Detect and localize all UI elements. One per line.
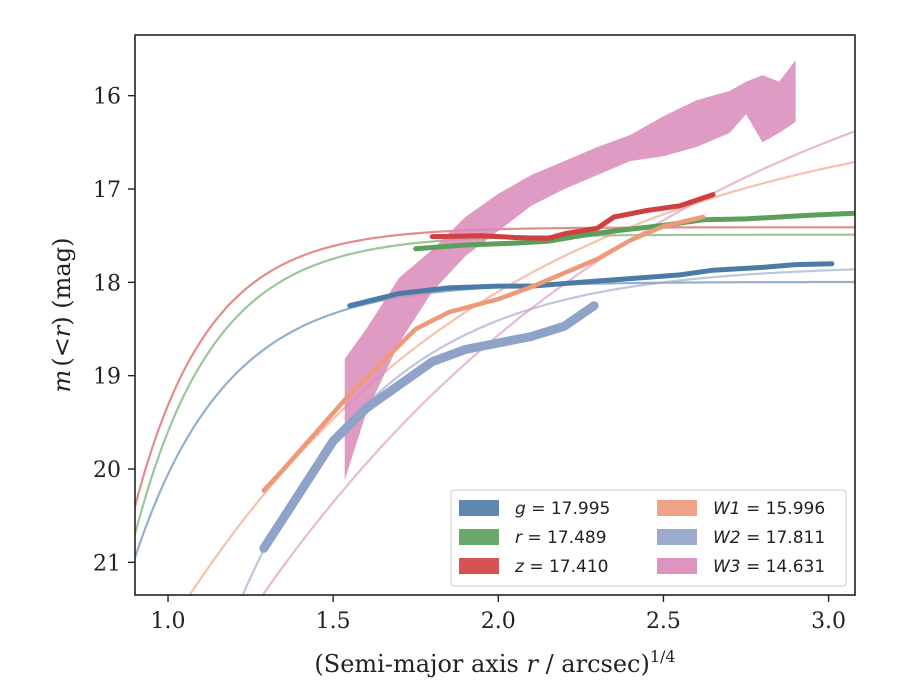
legend-swatch-r xyxy=(459,529,499,545)
y-tick-label: 20 xyxy=(93,458,121,483)
series-line-g xyxy=(347,261,835,309)
x-tick-label: 2.5 xyxy=(646,609,681,634)
series-line-W1 xyxy=(261,214,706,493)
model-curve-sersic_w3 xyxy=(261,130,855,595)
y-tick-label: 21 xyxy=(93,551,121,576)
x-tick-label: 3.0 xyxy=(811,609,846,634)
data-bands xyxy=(344,60,796,481)
legend-swatch-W3 xyxy=(657,558,697,574)
model-curve-sersic_r xyxy=(135,233,855,535)
legend-label-z: z = 17.410 xyxy=(514,557,608,577)
plot-frame xyxy=(134,34,856,596)
legend-swatch-g xyxy=(459,500,499,516)
x-tick-label: 1.5 xyxy=(316,609,351,634)
legend-label-W1: W1 = 15.996 xyxy=(713,499,825,519)
y-axis-ticks: 16 17 18 19 20 21 xyxy=(93,85,135,576)
legend-box xyxy=(450,489,847,587)
y-tick-label: 19 xyxy=(93,365,121,390)
legend-label-W3: W3 = 14.631 xyxy=(713,557,825,577)
series-line-z xyxy=(429,192,716,241)
y-tick-label: 17 xyxy=(93,178,121,203)
legend-swatch-W2 xyxy=(657,529,697,545)
legend-swatch-z xyxy=(459,558,499,574)
data-lines xyxy=(259,192,855,553)
legend-label-W2: W2 = 17.811 xyxy=(713,528,825,548)
y-tick-label: 18 xyxy=(93,271,121,296)
legend: g = 17.995 r = 17.489 z = 17.410 W1 = 15.99… xyxy=(450,489,847,587)
legend-label-r: r = 17.489 xyxy=(515,528,607,548)
y-tick-label: 16 xyxy=(93,85,121,110)
x-tick-label: 1.0 xyxy=(151,609,186,634)
x-axis-label: (Semi-major axis r / arcsec)1/4 xyxy=(314,647,675,678)
legend-swatch-W1 xyxy=(657,500,697,516)
x-axis-ticks: 1.0 1.5 2.0 2.5 3.0 xyxy=(151,595,846,634)
legend-label-g: g = 17.995 xyxy=(515,499,610,519)
y-axis-label: m(<r) (mag) xyxy=(48,238,76,393)
x-tick-label: 2.0 xyxy=(481,609,516,634)
series-line-W2 xyxy=(259,301,599,553)
band-W3 xyxy=(344,60,796,481)
series-line-r xyxy=(413,210,855,252)
